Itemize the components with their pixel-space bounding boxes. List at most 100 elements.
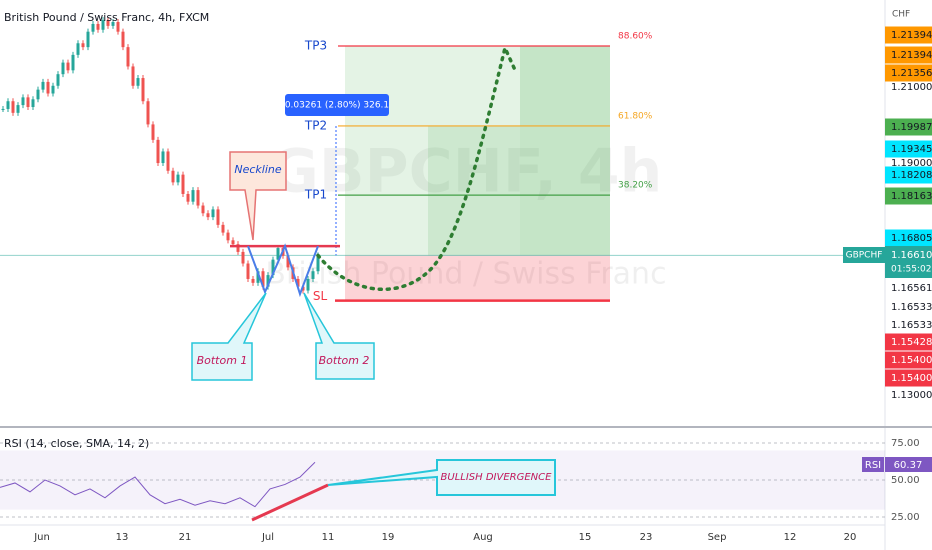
price-label: 1.19000	[891, 158, 932, 169]
measure-box	[285, 94, 389, 116]
candle-body	[266, 275, 270, 287]
candle-body	[221, 224, 225, 233]
level-label: TP2	[304, 118, 327, 132]
bottom2-callout	[303, 292, 375, 380]
candle-body	[196, 190, 200, 206]
candle-body	[276, 248, 280, 260]
candle-body	[61, 62, 65, 75]
candle-body	[11, 101, 15, 113]
time-label: Sep	[708, 532, 727, 543]
candle-body	[251, 278, 255, 283]
fib-label: 88.60%	[618, 31, 653, 41]
candle-body	[236, 244, 240, 252]
candle-body	[116, 22, 120, 32]
candle-body	[261, 271, 265, 287]
rsi-badge-label: RSI	[865, 460, 881, 471]
bottom2-label: Bottom 2	[319, 354, 370, 367]
candle-body	[316, 255, 320, 272]
candle-body	[156, 139, 160, 164]
price-label: 1.21356	[891, 68, 932, 79]
neckline-label: Neckline	[234, 163, 281, 176]
candle-body	[71, 54, 75, 71]
price-label: 1.15428	[891, 337, 932, 348]
candle-body	[131, 66, 135, 86]
price-label-box	[885, 140, 932, 158]
candle-body	[216, 209, 220, 225]
time-label: 19	[382, 532, 395, 543]
time-label: 13	[116, 532, 129, 543]
candle-body	[21, 97, 25, 106]
chart-title: British Pound / Swiss Franc, 4h, FXCM	[4, 11, 209, 24]
candle-body	[136, 78, 140, 86]
watermark-name: British Pound / Swiss Franc	[265, 257, 666, 292]
candle-body	[81, 43, 85, 48]
candle-body	[231, 240, 235, 245]
level-label: TP1	[304, 188, 327, 202]
price-label: 1.13000	[891, 390, 932, 401]
time-label: 15	[579, 532, 592, 543]
time-label: 12	[784, 532, 797, 543]
fib-label: 61.80%	[618, 111, 653, 121]
candle-body	[191, 190, 195, 202]
profit-zone-dark	[520, 45, 610, 256]
level-label: TP3	[304, 38, 327, 52]
price-label: 1.16533	[891, 320, 932, 331]
candle-body	[101, 20, 105, 30]
symbol-label: GBPCHF	[846, 251, 883, 261]
price-label: 1.19345	[891, 144, 932, 155]
price-label-box	[885, 46, 932, 64]
price-label-box	[885, 26, 932, 44]
candle-body	[286, 255, 290, 268]
time-label: Jul	[261, 532, 274, 543]
candle-body	[111, 22, 115, 26]
candle-body	[166, 151, 170, 171]
price-label-box	[885, 369, 932, 387]
price-label: 1.19987	[891, 122, 932, 133]
layers: TP3 88.60% TP2 61.80% TP1 38.20% SL 0.03261 (2.…	[0, 10, 932, 543]
price-label-box	[885, 118, 932, 136]
price-label: 1.16561	[891, 283, 932, 294]
fib-label: 38.20%	[618, 181, 653, 191]
countdown: 01:55:02	[891, 265, 931, 275]
candle-body	[146, 101, 150, 125]
candle-body	[311, 271, 315, 279]
divergence-line	[251, 483, 329, 522]
rsi-tick-label: 50.00	[891, 475, 920, 486]
candle-body	[306, 278, 310, 291]
price-label-box	[885, 166, 932, 184]
candle-body	[241, 251, 245, 264]
candle-body	[6, 101, 10, 109]
time-label: Aug	[473, 532, 493, 543]
candle-body	[186, 193, 190, 202]
candle-body	[121, 31, 125, 48]
profit-zone-dark	[428, 125, 520, 256]
candle-body	[96, 23, 100, 30]
candle-body	[176, 174, 180, 183]
candle-body	[161, 151, 165, 164]
time-label: 23	[640, 532, 653, 543]
symbol-badge	[843, 247, 885, 263]
price-label: 1.18163	[891, 191, 932, 202]
bottom1-callout	[191, 292, 267, 381]
rsi-value: 60.37	[894, 460, 923, 471]
candle-body	[46, 81, 50, 94]
time-label: 21	[179, 532, 192, 543]
candle-body	[41, 81, 45, 90]
price-label: 1.15400	[891, 373, 932, 384]
time-label: 11	[322, 532, 335, 543]
price-label: 1.18208	[891, 170, 932, 181]
w-pattern	[247, 243, 319, 298]
price-label-box	[885, 351, 932, 369]
price-label-box	[885, 333, 932, 351]
divergence-callout	[327, 459, 556, 496]
profit-zone	[345, 45, 610, 256]
rsi-badge	[862, 457, 884, 472]
rsi-line	[0, 461, 316, 508]
candle-body	[126, 47, 130, 67]
loss-zone	[345, 255, 610, 301]
candle-body	[26, 97, 30, 108]
candle-body	[51, 85, 55, 94]
candle-body	[1, 108, 5, 110]
candle-body	[86, 31, 90, 48]
